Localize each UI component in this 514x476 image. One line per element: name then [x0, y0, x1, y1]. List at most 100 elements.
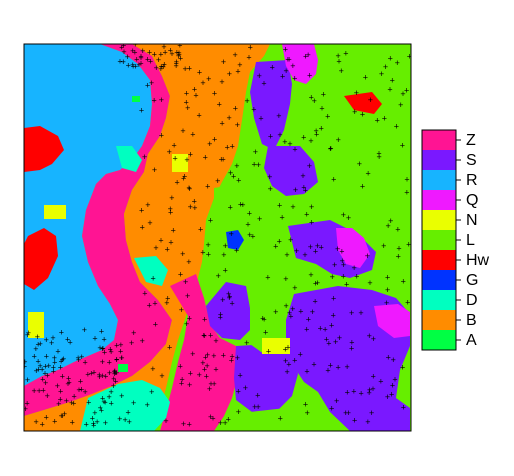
legend-label-a: A: [466, 332, 477, 349]
observation-point: +: [32, 351, 37, 361]
legend-swatch-r: [422, 170, 456, 190]
observation-point: +: [65, 335, 70, 345]
observation-point: +: [50, 333, 55, 343]
observation-point: +: [171, 225, 176, 235]
observation-point: +: [228, 202, 233, 212]
observation-point: +: [213, 365, 218, 375]
observation-point: +: [360, 109, 365, 119]
observation-point: +: [219, 77, 224, 87]
observation-point: +: [367, 278, 372, 288]
observation-point: +: [220, 119, 225, 129]
region-n-2: [28, 312, 44, 338]
observation-point: +: [290, 304, 295, 314]
observation-point: +: [36, 339, 41, 349]
observation-point: +: [112, 366, 117, 376]
observation-point: +: [168, 45, 173, 55]
observation-point: +: [140, 46, 145, 56]
observation-point: +: [276, 111, 281, 121]
observation-point: +: [45, 370, 50, 380]
observation-point: +: [84, 419, 89, 429]
observation-point: +: [131, 398, 136, 408]
observation-point: +: [109, 387, 114, 397]
observation-point: +: [257, 214, 262, 224]
observation-point: +: [163, 48, 168, 58]
observation-point: +: [328, 144, 333, 154]
observation-point: +: [391, 355, 396, 365]
observation-point: +: [180, 126, 185, 136]
observation-point: +: [309, 93, 314, 103]
observation-point: +: [307, 70, 312, 80]
observation-point: +: [255, 391, 260, 401]
legend-label-l: L: [466, 232, 475, 249]
observation-point: +: [395, 225, 400, 235]
observation-point: +: [369, 408, 374, 418]
observation-point: +: [172, 153, 177, 163]
observation-point: +: [40, 420, 45, 430]
observation-point: +: [148, 56, 153, 66]
observation-point: +: [149, 78, 154, 88]
observation-point: +: [228, 168, 233, 178]
observation-point: +: [266, 347, 271, 357]
observation-point: +: [205, 181, 210, 191]
observation-point: +: [346, 213, 351, 223]
observation-point: +: [223, 265, 228, 275]
observation-point: +: [251, 160, 256, 170]
observation-point: +: [400, 89, 405, 99]
legend-frame: [421, 129, 457, 351]
observation-point: +: [277, 201, 282, 211]
observation-point: +: [107, 392, 112, 402]
observation-point: +: [236, 386, 241, 396]
observation-point: +: [260, 313, 265, 323]
region-q-top: [282, 44, 318, 84]
observation-point: +: [288, 235, 293, 245]
observation-point: +: [337, 333, 342, 343]
observation-point: +: [25, 398, 30, 408]
observation-point: +: [365, 169, 370, 179]
region-g-center: [226, 230, 244, 250]
observation-point: +: [175, 178, 180, 188]
observation-point: +: [158, 50, 163, 60]
observation-point: +: [384, 298, 389, 308]
observation-point: +: [145, 55, 150, 65]
observation-point: +: [100, 357, 105, 367]
observation-point: +: [107, 358, 112, 368]
observation-point: +: [34, 366, 39, 376]
observation-point: +: [223, 241, 228, 251]
observation-point: +: [58, 363, 63, 373]
legend-swatch-d: [422, 290, 456, 310]
observation-point: +: [183, 277, 188, 287]
observation-point: +: [329, 320, 334, 330]
observation-point: +: [32, 386, 37, 396]
observation-point: +: [140, 222, 145, 232]
observation-point: +: [35, 332, 40, 342]
legend-swatch-l: [422, 230, 456, 250]
observation-point: +: [99, 326, 104, 336]
plot-area: + + + + + + + + + + + + + + + + + + + + + + + + + + + + + + + + + + + + + + + +…: [24, 44, 411, 431]
observation-point: +: [382, 114, 387, 124]
observation-point: +: [45, 391, 50, 401]
observation-point: +: [100, 393, 105, 403]
observation-point: +: [112, 369, 117, 379]
observation-point: +: [315, 278, 320, 288]
observation-point: +: [58, 394, 63, 404]
observation-point: +: [301, 183, 306, 193]
observation-point: +: [70, 418, 75, 428]
observation-point: +: [136, 60, 141, 70]
observation-point: +: [176, 51, 181, 61]
observation-point: +: [180, 249, 185, 259]
observation-point: +: [178, 269, 183, 279]
observation-point: +: [238, 200, 243, 210]
observation-point: +: [154, 63, 159, 73]
observation-point: +: [152, 50, 157, 60]
observation-point: +: [219, 155, 224, 165]
observation-point: +: [268, 132, 273, 142]
observation-point: +: [222, 418, 227, 428]
observation-point: +: [140, 336, 145, 346]
observation-point: +: [40, 365, 45, 375]
observation-point: +: [376, 152, 381, 162]
observation-point: +: [182, 172, 187, 182]
observation-point: +: [37, 386, 42, 396]
observation-point: +: [386, 353, 391, 363]
observation-point: +: [66, 373, 71, 383]
